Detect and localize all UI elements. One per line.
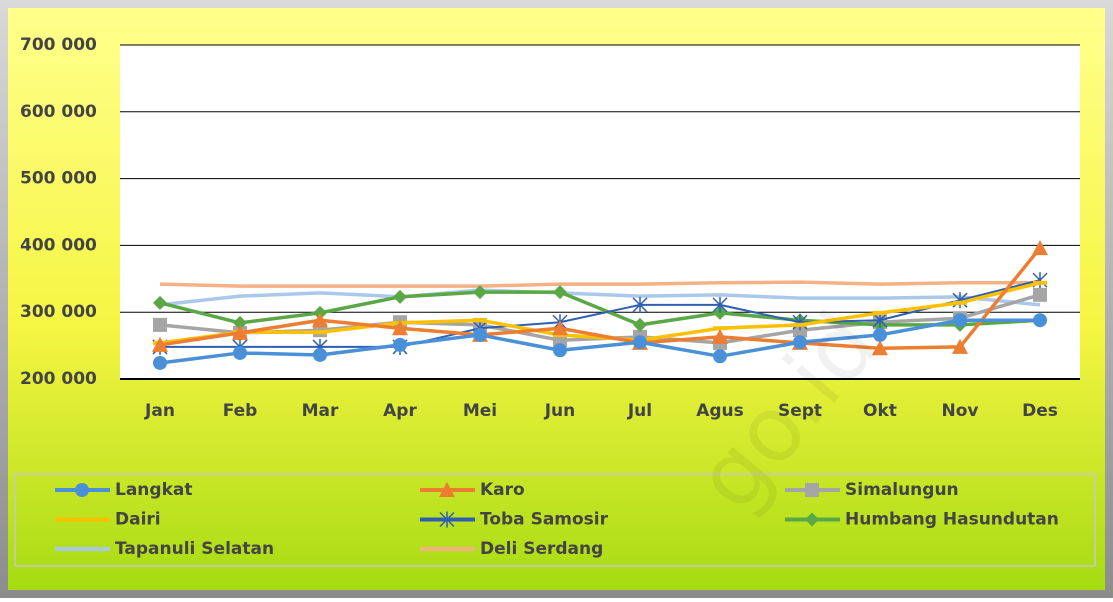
y-tick-label: 700 000 bbox=[20, 35, 97, 55]
marker bbox=[473, 327, 487, 342]
marker bbox=[393, 289, 407, 304]
legend-label: Toba Samosir bbox=[480, 510, 609, 530]
x-tick-label: Mar bbox=[302, 401, 339, 421]
x-tick-label: Nov bbox=[942, 401, 979, 421]
x-tick-label: Jun bbox=[544, 401, 576, 421]
marker bbox=[633, 335, 647, 350]
y-tick-label: 600 000 bbox=[20, 102, 97, 122]
marker bbox=[392, 320, 408, 336]
line bbox=[159, 290, 1041, 327]
legend: Langkat Karo Simalungun Dairi Toba Samosir Hu… bbox=[55, 480, 1059, 559]
line bbox=[159, 281, 1041, 345]
marker bbox=[712, 328, 728, 344]
x-tick-label: Jul bbox=[627, 401, 652, 421]
marker bbox=[313, 347, 327, 362]
marker bbox=[712, 296, 728, 313]
line bbox=[159, 318, 1040, 365]
marker bbox=[233, 315, 247, 330]
marker bbox=[1032, 240, 1048, 256]
marker bbox=[872, 340, 888, 356]
y-tick-label: 500 000 bbox=[20, 169, 97, 189]
marker bbox=[713, 349, 727, 364]
marker bbox=[805, 512, 819, 527]
legend-label: Deli Serdang bbox=[480, 539, 603, 559]
grid: 200 000 300 000 400 000 500 000 600 000 700 0… bbox=[20, 35, 1080, 421]
marker bbox=[153, 317, 167, 332]
line bbox=[160, 279, 1041, 348]
marker bbox=[153, 355, 167, 370]
y-tick-label: 200 000 bbox=[20, 369, 97, 389]
marker bbox=[233, 345, 247, 360]
x-tick-label: Sept bbox=[778, 401, 822, 421]
marker bbox=[952, 338, 968, 354]
x-tick-label: Apr bbox=[383, 401, 417, 421]
y-tick-label: 400 000 bbox=[20, 235, 97, 255]
legend-label: Langkat bbox=[115, 480, 192, 500]
marker bbox=[75, 483, 89, 497]
line bbox=[159, 246, 1042, 351]
marker bbox=[439, 482, 455, 497]
marker bbox=[232, 324, 248, 340]
marker bbox=[1033, 313, 1047, 328]
x-tick-label: Des bbox=[1022, 401, 1058, 421]
series-group bbox=[153, 313, 1047, 370]
x-tick-label: Jan bbox=[144, 401, 175, 421]
x-tick-label: Mei bbox=[463, 401, 497, 421]
x-tick-label: Feb bbox=[223, 401, 258, 421]
legend-label: Humbang Hasundutan bbox=[845, 510, 1059, 530]
legend-label: Simalungun bbox=[845, 480, 959, 500]
x-tick-label: Okt bbox=[863, 401, 897, 421]
marker bbox=[552, 320, 568, 336]
series-group bbox=[159, 280, 1040, 288]
marker bbox=[473, 285, 487, 300]
series bbox=[152, 240, 1048, 370]
x-tick-label: Agus bbox=[696, 401, 744, 421]
y-tick-label: 300 000 bbox=[20, 302, 97, 322]
marker bbox=[953, 313, 967, 328]
marker bbox=[805, 483, 819, 497]
series-group bbox=[159, 288, 1041, 307]
marker bbox=[312, 312, 328, 328]
marker bbox=[873, 327, 887, 342]
marker bbox=[393, 337, 407, 352]
legend-label: Tapanuli Selatan bbox=[115, 539, 274, 559]
marker bbox=[152, 336, 168, 352]
legend-label: Dairi bbox=[115, 510, 161, 530]
marker bbox=[793, 335, 807, 350]
legend-label: Karo bbox=[480, 480, 525, 500]
line bbox=[159, 280, 1040, 288]
marker bbox=[553, 285, 567, 300]
marker bbox=[439, 511, 455, 528]
legend-box bbox=[14, 473, 1096, 567]
marker bbox=[633, 317, 647, 332]
marker bbox=[1033, 287, 1047, 302]
marker bbox=[153, 295, 167, 310]
marker bbox=[553, 343, 567, 358]
marker bbox=[632, 296, 648, 313]
line bbox=[159, 288, 1041, 307]
marker bbox=[872, 312, 888, 329]
